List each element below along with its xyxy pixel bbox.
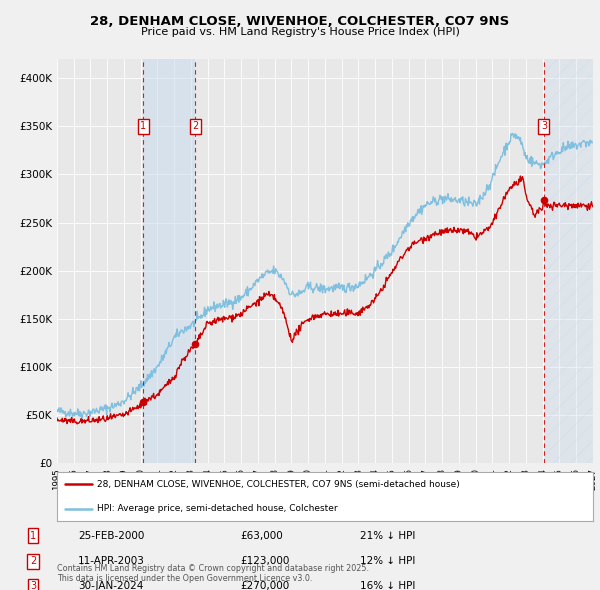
Text: 1: 1 [30,531,36,540]
Text: £63,000: £63,000 [240,531,283,540]
Text: 30-JAN-2024: 30-JAN-2024 [78,582,143,590]
Text: 2: 2 [193,122,199,132]
Text: 28, DENHAM CLOSE, WIVENHOE, COLCHESTER, CO7 9NS (semi-detached house): 28, DENHAM CLOSE, WIVENHOE, COLCHESTER, … [97,480,460,489]
Text: 16% ↓ HPI: 16% ↓ HPI [360,582,415,590]
Text: 25-FEB-2000: 25-FEB-2000 [78,531,145,540]
Text: 11-APR-2003: 11-APR-2003 [78,556,145,566]
Bar [143,59,196,463]
Text: 21% ↓ HPI: 21% ↓ HPI [360,531,415,540]
Text: £270,000: £270,000 [240,582,289,590]
Text: Price paid vs. HM Land Registry's House Price Index (HPI): Price paid vs. HM Land Registry's House … [140,27,460,37]
Text: 2: 2 [30,556,36,566]
Text: £123,000: £123,000 [240,556,289,566]
Text: 12% ↓ HPI: 12% ↓ HPI [360,556,415,566]
Text: 3: 3 [541,122,547,132]
Text: 1: 1 [140,122,146,132]
Text: HPI: Average price, semi-detached house, Colchester: HPI: Average price, semi-detached house,… [97,504,338,513]
Text: 28, DENHAM CLOSE, WIVENHOE, COLCHESTER, CO7 9NS: 28, DENHAM CLOSE, WIVENHOE, COLCHESTER, … [91,15,509,28]
Text: 3: 3 [30,582,36,590]
Text: Contains HM Land Registry data © Crown copyright and database right 2025.
This d: Contains HM Land Registry data © Crown c… [57,563,369,583]
Bar [544,59,593,463]
